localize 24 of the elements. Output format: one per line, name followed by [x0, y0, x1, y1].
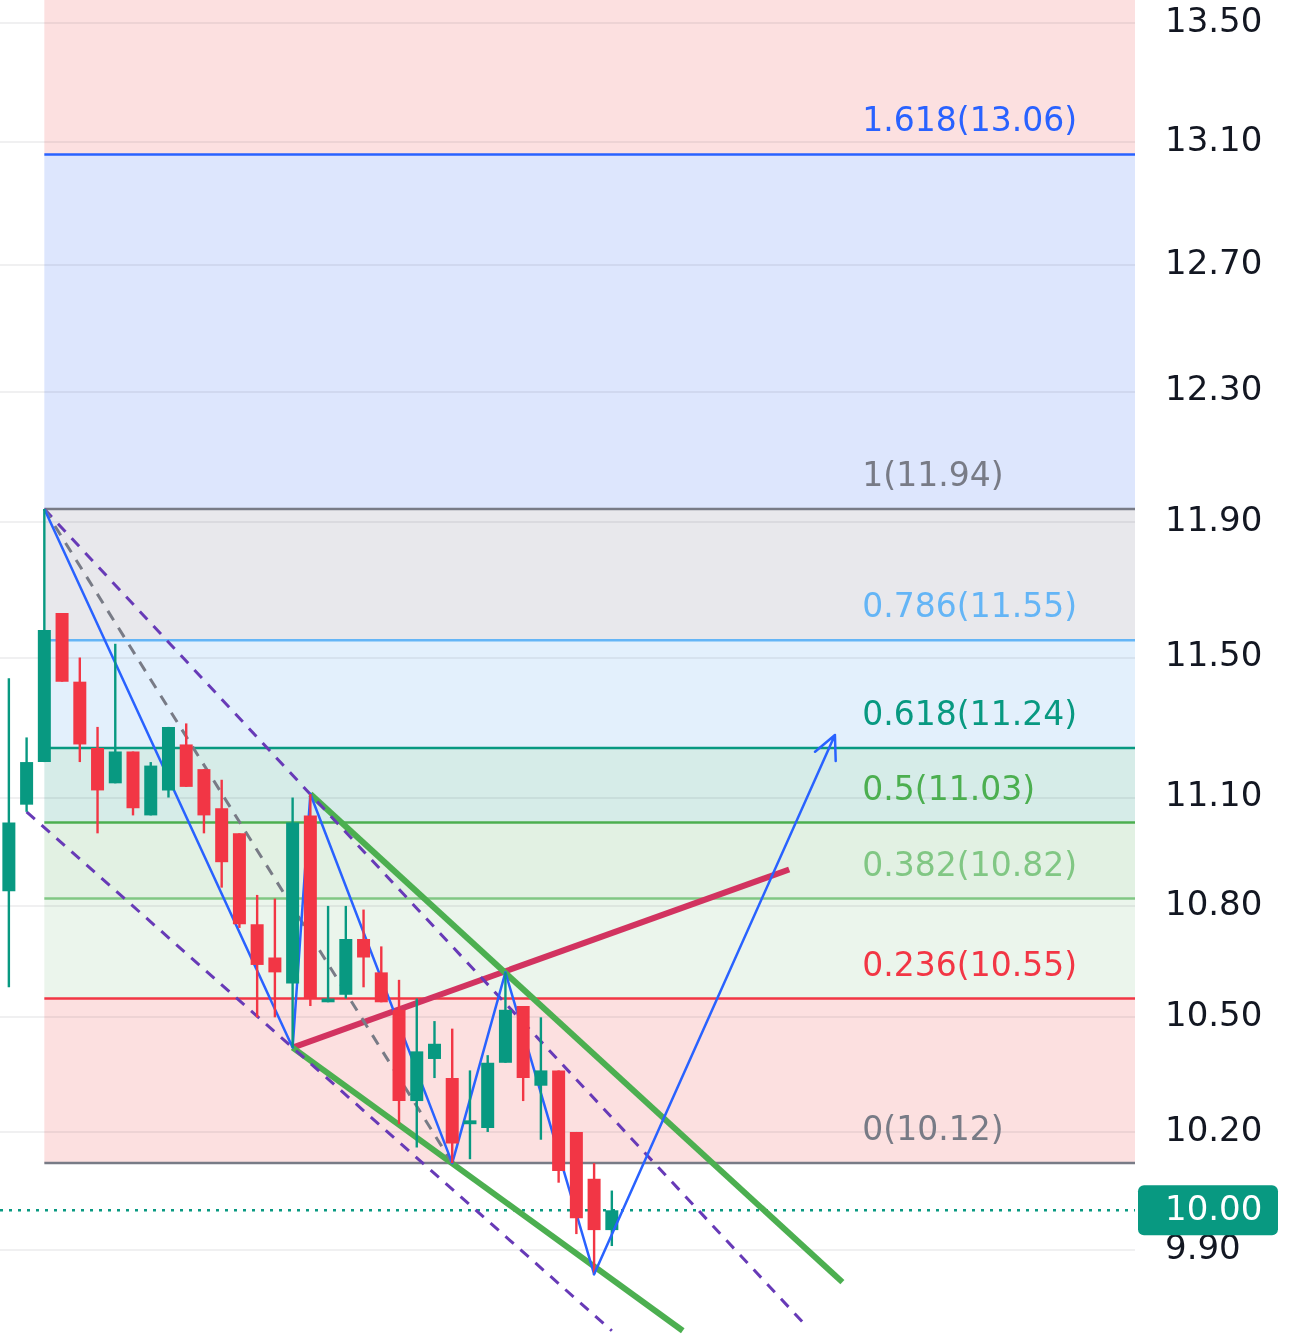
ref-line-label: 0.618(11.24): [862, 693, 1078, 733]
ref-line-label: 0(10.12): [862, 1109, 1004, 1149]
ref-line-label: 1.618(13.06): [862, 100, 1078, 140]
y-tick-label: 11.10: [1165, 774, 1263, 815]
candlestick: [357, 908, 371, 989]
ref-line-label: 0.382(10.82): [862, 844, 1078, 884]
y-tick-label: 11.50: [1165, 634, 1263, 675]
y-tick-label: 9.90: [1165, 1226, 1241, 1267]
y-tick-label: 12.30: [1165, 368, 1263, 409]
ref-line-label: 10.00: [1165, 1188, 1263, 1229]
candlestick: [534, 1016, 548, 1141]
y-tick-label: 13.50: [1165, 0, 1263, 41]
candlestick: [427, 1019, 441, 1080]
ref-line-label: 0.5(11.03): [862, 768, 1036, 808]
y-tick-label: 13.10: [1165, 119, 1263, 160]
ref-line-label: 1(11.94): [862, 455, 1004, 495]
y-tick-label: 10.50: [1165, 994, 1263, 1035]
candlestick: [463, 1069, 477, 1161]
y-tick-label: 12.70: [1165, 241, 1263, 282]
y-tick-label: 11.90: [1165, 499, 1263, 540]
ref-line-label: 0.786(11.55): [862, 586, 1078, 626]
y-tick-label: 10.20: [1165, 1108, 1263, 1149]
y-tick-label: 10.80: [1165, 882, 1263, 923]
ref-line-label: 0.236(10.55): [862, 944, 1078, 984]
